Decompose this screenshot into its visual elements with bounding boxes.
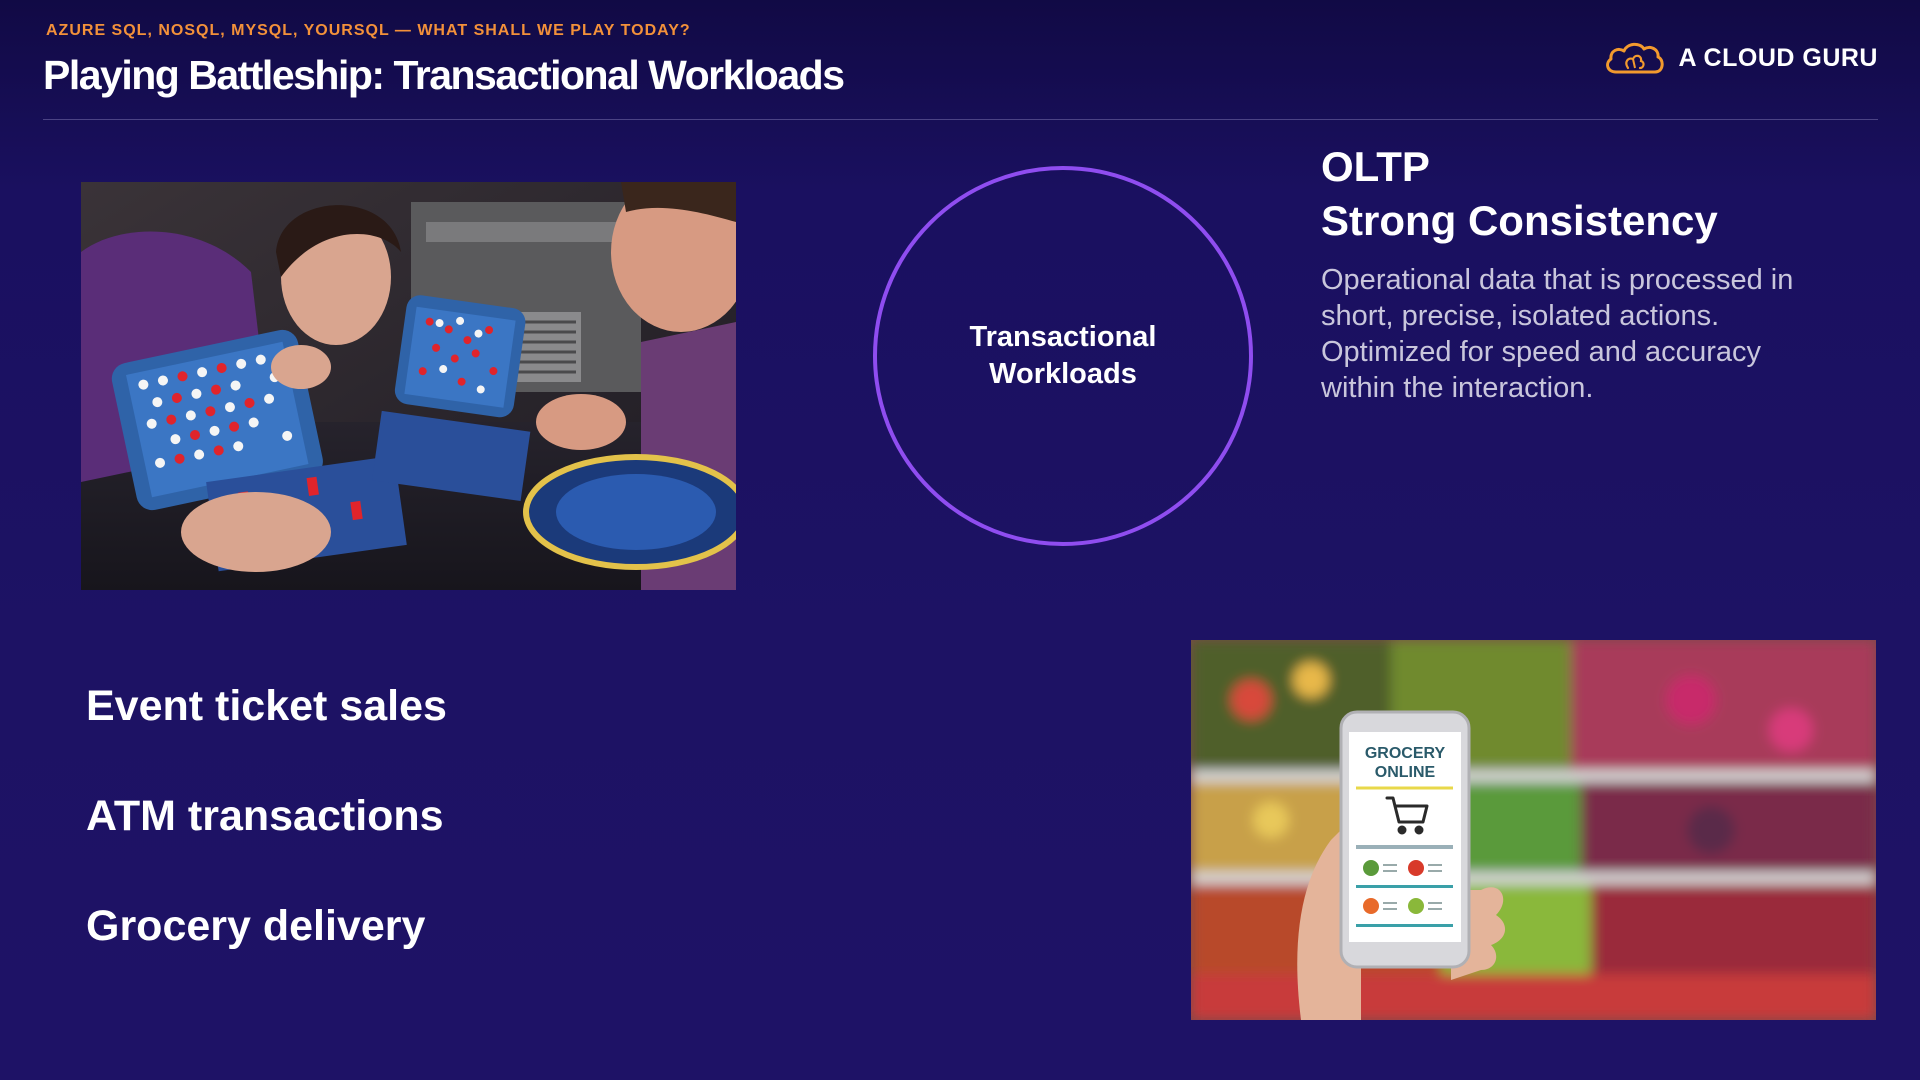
oltp-heading: OLTP Strong Consistency (1321, 140, 1718, 248)
header-divider (43, 119, 1878, 120)
shopping-cart-icon (1385, 796, 1429, 835)
oltp-heading-line2: Strong Consistency (1321, 197, 1718, 244)
slide-title: Playing Battleship: Transactional Worklo… (43, 52, 845, 98)
oltp-heading-line1: OLTP (1321, 143, 1430, 190)
cloud-logo-icon (1606, 42, 1665, 74)
grocery-app-illustration: GROCERY ONLINE (1191, 640, 1876, 1020)
example-item-grocery-delivery: Grocery delivery (86, 902, 426, 950)
example-list: Event ticket sales ATM transactions Groc… (86, 678, 447, 1008)
battleship-game-illustration (81, 182, 736, 590)
example-item-event-ticket-sales: Event ticket sales (86, 682, 447, 730)
circle-label-line2: Workloads (989, 358, 1137, 390)
phone-screen-line1: GROCERY (1365, 745, 1446, 762)
circle-label-line1: Transactional (969, 321, 1157, 353)
grocery-app-photo: GROCERY ONLINE (1191, 640, 1876, 1020)
brand-logo-group: A CLOUD GURU (1602, 38, 1878, 78)
circle-label: Transactional Workloads (943, 319, 1183, 393)
example-item-atm-transactions: ATM transactions (86, 792, 444, 840)
battleship-game-photo (81, 182, 736, 590)
oltp-description: Operational data that is processed in sh… (1321, 264, 1794, 404)
transactional-workloads-circle: Transactional Workloads (873, 166, 1253, 546)
phone-screen-line2: ONLINE (1375, 764, 1436, 781)
brand-name: A CLOUD GURU (1678, 43, 1878, 72)
slide-kicker: AZURE SQL, NOSQL, MYSQL, YOURSQL — WHAT … (46, 22, 691, 39)
